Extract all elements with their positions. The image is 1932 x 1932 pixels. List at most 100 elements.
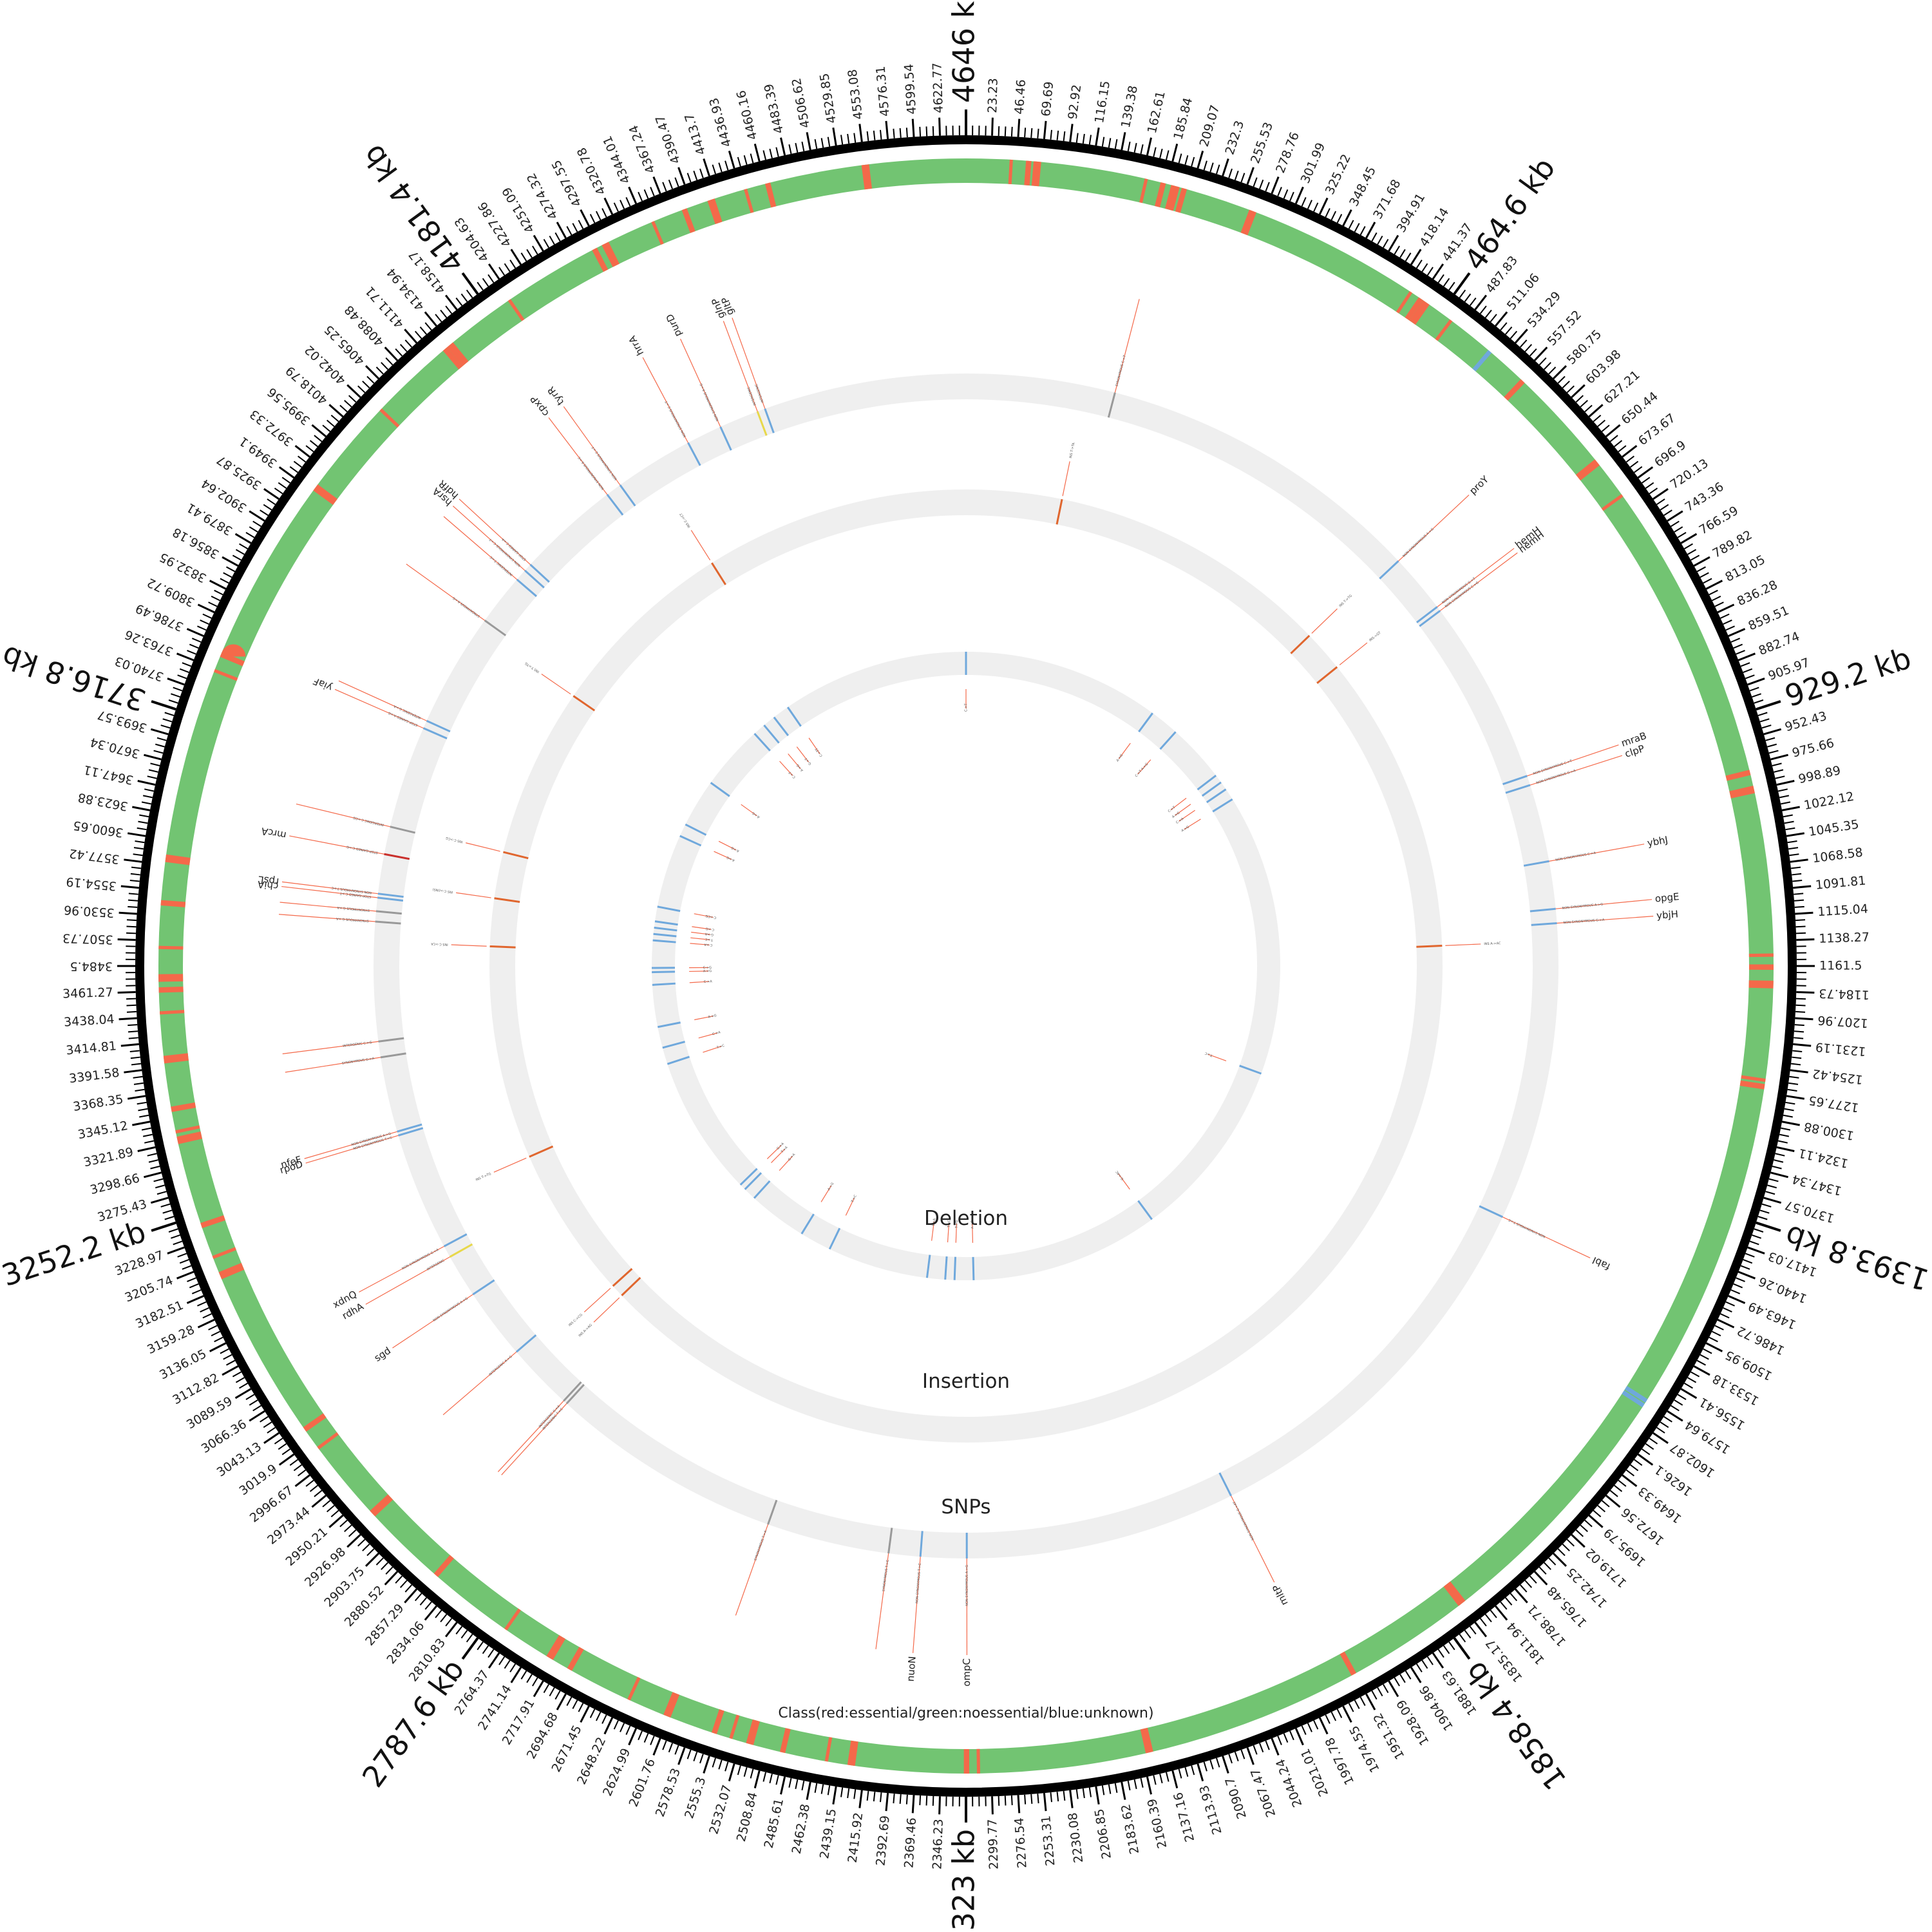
minor-tick: [652, 1738, 661, 1756]
minor-tick: [1553, 365, 1567, 379]
micro-tick: [144, 1140, 155, 1144]
minor-tick-label: 3414.81: [66, 1039, 117, 1057]
micro-tick: [1557, 1548, 1566, 1557]
insertion-annotation: INS T->TG: [524, 661, 540, 673]
micro-tick: [173, 687, 183, 692]
minor-tick: [911, 118, 915, 137]
snp-annotation: NON-SYNONYMOUS C->A: [1555, 851, 1596, 862]
minor-tick: [1717, 603, 1735, 614]
micro-tick: [589, 214, 596, 223]
micro-tick: [1795, 932, 1806, 934]
micro-tick: [737, 1765, 741, 1776]
minor-tick-label: 3809.72: [145, 575, 196, 609]
snp-annotation: NON-SYNONYMOUS A->G: [965, 1565, 969, 1606]
minor-tick: [556, 1693, 567, 1710]
micro-tick: [260, 509, 269, 516]
minor-tick: [703, 1756, 710, 1774]
minor-tick: [263, 488, 279, 500]
minor-tick-label: 4320.78: [574, 146, 609, 197]
micro-tick: [297, 1469, 307, 1477]
micro-tick: [189, 643, 199, 649]
micro-tick: [404, 1584, 413, 1593]
micro-tick: [162, 718, 173, 723]
micro-tick: [1421, 1660, 1428, 1669]
insertion-leader: [493, 1157, 527, 1173]
micro-tick: [126, 932, 137, 934]
minor-tick: [132, 1121, 151, 1126]
deletion-leader: [694, 913, 714, 918]
insertion-leader: [593, 1297, 620, 1323]
micro-tick: [1743, 668, 1753, 673]
minor-tick: [1795, 1017, 1814, 1021]
micro-tick: [1671, 520, 1680, 527]
insertion-annotation: INS C->CG: [568, 1313, 583, 1328]
micro-tick: [381, 1562, 388, 1570]
deletion-annotation: C->T A->G: [1135, 762, 1150, 778]
snp-gene-name: opgE: [1654, 891, 1680, 905]
snp-annotation: SYNONYMOUS A->G: [452, 596, 481, 618]
minor-tick: [1763, 1197, 1782, 1204]
micro-tick: [482, 278, 489, 287]
major-tick-label: 3252.2 kb: [0, 1214, 150, 1293]
micro-tick: [1448, 1641, 1455, 1651]
minor-tick: [1653, 488, 1669, 500]
micro-tick: [1792, 873, 1802, 876]
snp-mark: [1416, 606, 1438, 623]
minor-tick-label: 325.22: [1323, 152, 1354, 197]
micro-tick: [674, 1745, 679, 1755]
micro-tick: [1700, 572, 1709, 578]
micro-tick: [1597, 1505, 1605, 1513]
micro-tick: [385, 1566, 393, 1575]
micro-tick: [566, 226, 573, 236]
micro-tick: [788, 1777, 792, 1788]
minor-tick-label: 975.66: [1791, 736, 1836, 761]
snp-annotation: INTERGENIC: [426, 1258, 446, 1272]
snp-gene-name: proY: [1467, 473, 1492, 497]
outer-ring-band: [135, 135, 1797, 1797]
deletion-annotation: A->G: [827, 1182, 835, 1191]
micro-tick: [873, 130, 876, 140]
minor-tick-label: 3554.19: [66, 874, 117, 893]
minor-tick-label: 2369.46: [902, 1817, 919, 1869]
essential-gene-band: [601, 242, 620, 267]
essential-gene-band: [847, 1740, 858, 1766]
micro-tick: [1228, 1754, 1233, 1764]
deletion-annotation: C->A: [712, 1030, 721, 1036]
minor-tick-label: 1440.26: [1757, 1274, 1809, 1305]
micro-tick: [1127, 1781, 1131, 1791]
major-tick: [461, 272, 479, 295]
minor-tick: [1781, 1121, 1800, 1126]
deletion-track: C->TA->GC->T A->GC->TA->GC->AA->GT->CG->…: [651, 652, 1280, 1280]
snp-leader: [497, 1400, 564, 1472]
micro-tick: [168, 699, 178, 704]
minor-tick: [404, 328, 418, 344]
minor-tick: [278, 466, 295, 478]
micro-tick: [743, 1767, 748, 1777]
minor-tick: [1763, 728, 1782, 735]
minor-tick: [753, 1770, 761, 1788]
minor-tick: [176, 652, 194, 661]
micro-tick: [1056, 1792, 1059, 1802]
deletion-mark: [1212, 798, 1233, 813]
minor-tick: [885, 120, 889, 139]
micro-tick: [155, 743, 165, 748]
snp-mark: [887, 1528, 893, 1554]
micro-tick: [1754, 1228, 1764, 1233]
essential-gene-band: [175, 1125, 200, 1134]
snp-mark: [449, 1243, 473, 1258]
micro-tick: [1484, 1614, 1492, 1623]
minor-tick: [533, 1680, 544, 1698]
micro-tick: [1359, 226, 1366, 236]
deletion-annotation: C->A: [704, 980, 713, 984]
minor-tick-label: 232.3: [1223, 119, 1247, 157]
micro-tick: [477, 1641, 484, 1651]
insertion-leader: [690, 529, 711, 561]
minor-tick: [1790, 1069, 1808, 1074]
minor-tick-label: 1533.18: [1710, 1371, 1761, 1408]
micro-tick: [200, 620, 209, 625]
minor-tick: [1622, 1474, 1638, 1487]
minor-tick-label: 696.9: [1652, 438, 1689, 470]
micro-tick: [1037, 1794, 1039, 1804]
major-tick: [1756, 1221, 1781, 1232]
